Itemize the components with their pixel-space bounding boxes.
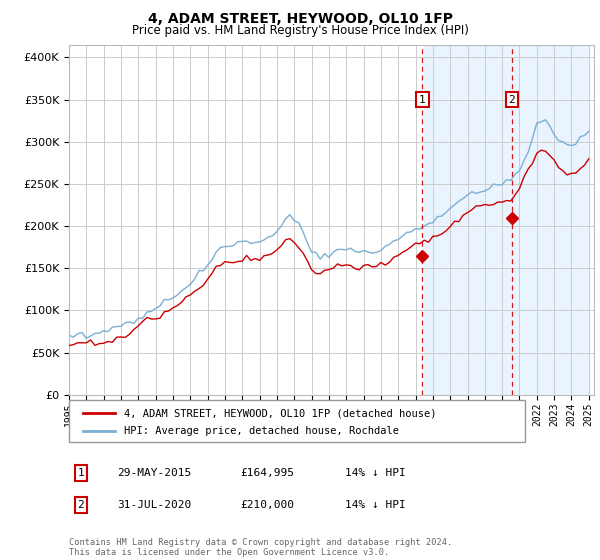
- Text: 14% ↓ HPI: 14% ↓ HPI: [345, 500, 406, 510]
- Text: 4, ADAM STREET, HEYWOOD, OL10 1FP: 4, ADAM STREET, HEYWOOD, OL10 1FP: [148, 12, 452, 26]
- Text: £210,000: £210,000: [240, 500, 294, 510]
- Text: 14% ↓ HPI: 14% ↓ HPI: [345, 468, 406, 478]
- Text: 29-MAY-2015: 29-MAY-2015: [117, 468, 191, 478]
- Text: 1: 1: [419, 95, 426, 105]
- Text: £164,995: £164,995: [240, 468, 294, 478]
- Text: 1: 1: [77, 468, 85, 478]
- Text: 2: 2: [77, 500, 85, 510]
- Text: 4, ADAM STREET, HEYWOOD, OL10 1FP (detached house): 4, ADAM STREET, HEYWOOD, OL10 1FP (detac…: [124, 408, 436, 418]
- Text: Contains HM Land Registry data © Crown copyright and database right 2024.
This d: Contains HM Land Registry data © Crown c…: [69, 538, 452, 557]
- Text: HPI: Average price, detached house, Rochdale: HPI: Average price, detached house, Roch…: [124, 426, 399, 436]
- Text: 31-JUL-2020: 31-JUL-2020: [117, 500, 191, 510]
- Text: 2: 2: [508, 95, 515, 105]
- Text: Price paid vs. HM Land Registry's House Price Index (HPI): Price paid vs. HM Land Registry's House …: [131, 24, 469, 36]
